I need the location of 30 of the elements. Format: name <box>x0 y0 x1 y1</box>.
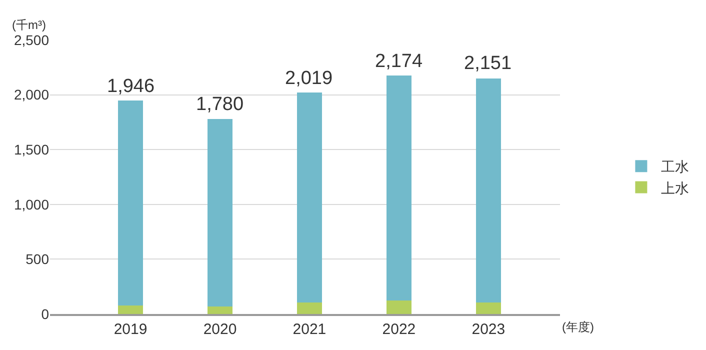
x-tick-label: 2020 <box>203 321 237 338</box>
legend-label: 上水 <box>661 180 690 196</box>
y-tick-label: 1,000 <box>14 196 50 212</box>
total-label: 2,019 <box>285 68 333 89</box>
x-tick-label: 2019 <box>114 321 148 338</box>
x-tick-label: 2023 <box>472 321 506 338</box>
y-tick-label: 0 <box>41 306 50 322</box>
total-label: 2,151 <box>464 53 512 74</box>
y-tick-label: 1,500 <box>14 142 50 158</box>
bar <box>476 302 501 314</box>
bar <box>207 306 233 314</box>
x-tick-label: 2022 <box>382 321 416 338</box>
y-tick-label: 2,500 <box>14 32 50 48</box>
y-tick-label: 500 <box>26 251 50 268</box>
bar <box>296 92 322 303</box>
total-label: 1,946 <box>107 76 155 97</box>
x-tick-label: 2021 <box>292 321 326 338</box>
bar <box>476 78 501 302</box>
bar <box>118 100 144 306</box>
bar <box>118 305 144 314</box>
bar <box>296 302 322 314</box>
bar <box>386 300 412 314</box>
legend-label: 工水 <box>661 158 690 175</box>
bar <box>207 118 233 307</box>
bar <box>386 76 412 301</box>
total-label: 2,174 <box>375 51 423 72</box>
y-tick-label: 2,000 <box>14 86 50 103</box>
x-axis-title: (年度) <box>562 320 594 334</box>
total-label: 1,780 <box>196 94 244 115</box>
y-axis-title: (千m³) <box>12 18 46 32</box>
